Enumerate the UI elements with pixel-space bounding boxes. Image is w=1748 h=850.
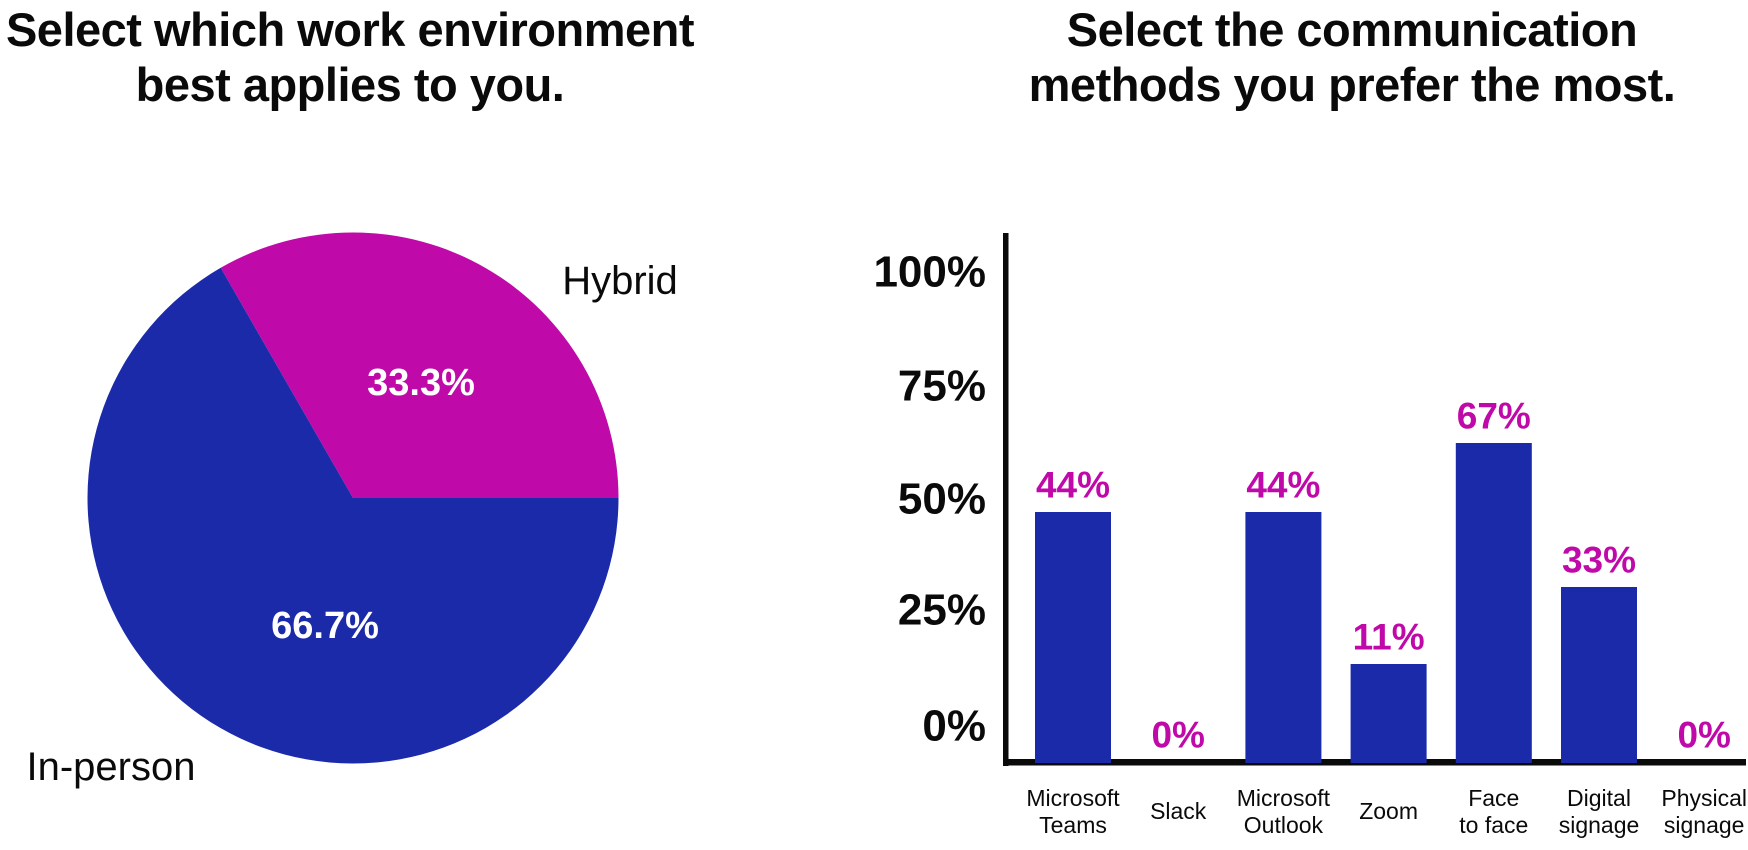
category-label-physical-signage-line1: Physical xyxy=(1661,785,1747,811)
category-label-slack-line1: Slack xyxy=(1150,798,1207,824)
pie-value-label-hybrid: 33.3% xyxy=(367,362,475,404)
category-label-zoom-line1: Zoom xyxy=(1359,798,1418,824)
bar-microsoft-outlook xyxy=(1245,512,1322,763)
pie-slice-in-person xyxy=(87,267,619,764)
bar-value-label-microsoft-teams: 44% xyxy=(1036,465,1110,506)
category-label-microsoft-outlook-line2: Outlook xyxy=(1244,812,1324,838)
category-label-face-to-face-line1: Face xyxy=(1468,785,1519,811)
bar-value-label-digital-signage: 33% xyxy=(1562,540,1636,581)
pie-slice-name-hybrid: Hybrid xyxy=(562,259,678,303)
pie-chart-title-line1: Select which work environment xyxy=(5,3,695,56)
bar-chart-title-line1: Select the communication xyxy=(1066,3,1638,56)
bar-value-label-slack: 0% xyxy=(1151,715,1204,756)
ytick-label-25: 25% xyxy=(898,586,986,635)
pie-slice-name-in-person: In-person xyxy=(27,745,196,789)
bar-value-label-zoom: 11% xyxy=(1353,617,1425,658)
bar-chart-title: Select the communication methods you pre… xyxy=(1002,2,1702,112)
category-label-microsoft-teams-line2: Teams xyxy=(1039,812,1107,838)
ytick-label-0: 0% xyxy=(922,702,986,751)
bar-value-label-face-to-face: 67% xyxy=(1457,396,1531,437)
category-label-physical-signage-line2: signage xyxy=(1664,812,1745,838)
bar-digital-signage xyxy=(1561,587,1637,763)
bar-chart-y-axis-line xyxy=(1003,233,1009,766)
bar-value-label-microsoft-outlook: 44% xyxy=(1246,465,1320,506)
category-label-microsoft-teams-line1: Microsoft xyxy=(1026,785,1120,811)
ytick-label-50: 50% xyxy=(898,475,986,524)
bar-face-to-face xyxy=(1455,443,1532,763)
category-label-microsoft-outlook-line1: Microsoft xyxy=(1237,785,1331,811)
bar-zoom xyxy=(1350,664,1427,763)
pie-chart-title-line2: best applies to you. xyxy=(135,58,565,111)
category-label-face-to-face-line2: to face xyxy=(1459,812,1528,838)
bar-microsoft-teams xyxy=(1035,512,1111,763)
bar-value-label-physical-signage: 0% xyxy=(1677,715,1730,756)
ytick-label-100: 100% xyxy=(873,248,986,297)
pie-slice-hybrid xyxy=(220,232,619,498)
pie-value-label-in-person: 66.7% xyxy=(271,605,379,647)
category-label-digital-signage-line2: signage xyxy=(1559,812,1640,838)
ytick-label-75: 75% xyxy=(898,362,986,411)
category-label-digital-signage-line1: Digital xyxy=(1567,785,1631,811)
bar-chart-title-line2: methods you prefer the most. xyxy=(1028,58,1676,111)
pie-chart-title: Select which work environment best appli… xyxy=(0,2,700,112)
